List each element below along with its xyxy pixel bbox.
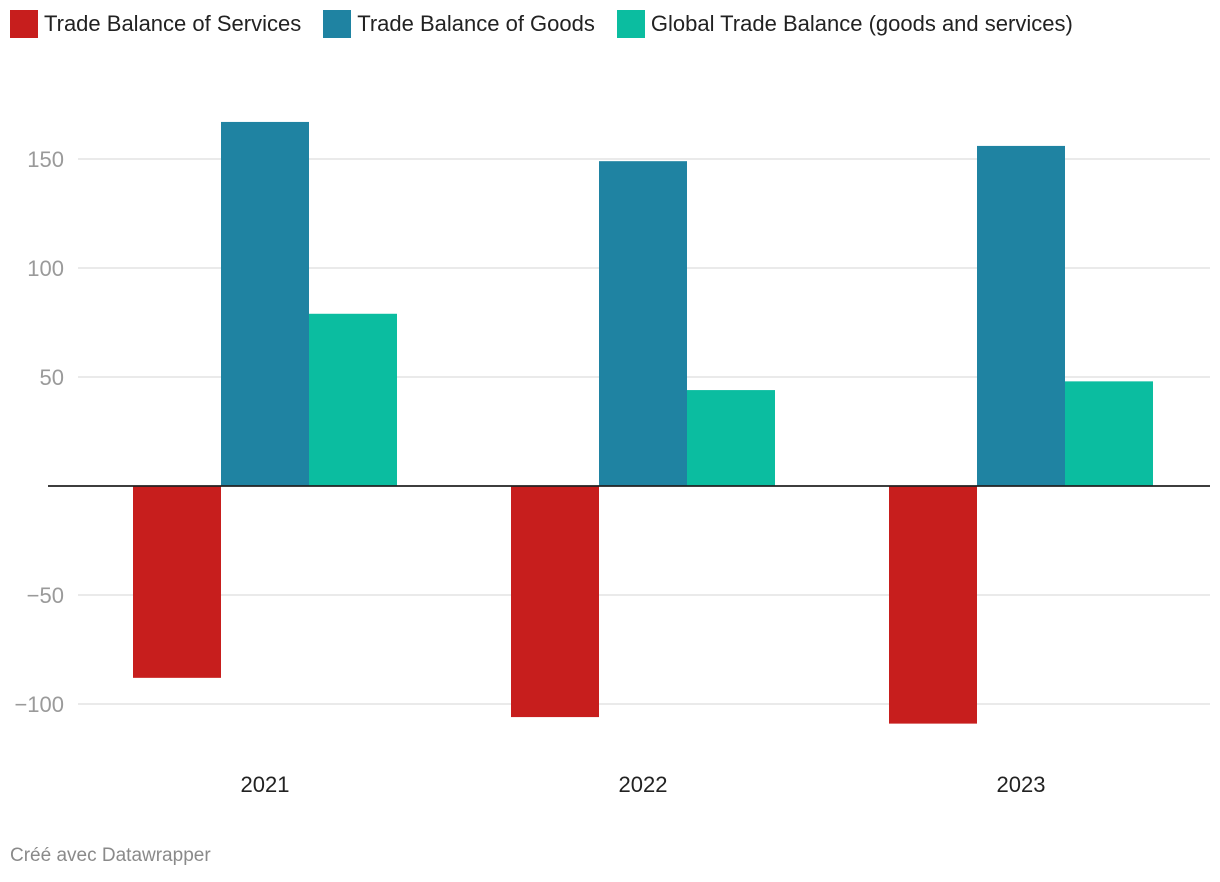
- legend-item-services: Trade Balance of Services: [10, 10, 301, 38]
- bar-trade-balance-of-goods-2022: [599, 161, 687, 486]
- legend-label-services: Trade Balance of Services: [44, 11, 302, 36]
- legend: Trade Balance of Services Trade Balance …: [10, 10, 1095, 38]
- y-tick-label: −100: [14, 692, 64, 717]
- footer-credit: Créé avec Datawrapper: [10, 845, 211, 866]
- x-tick-label: 2022: [619, 772, 668, 797]
- x-tick-label: 2021: [241, 772, 290, 797]
- legend-swatch-services: [10, 10, 38, 38]
- bar-trade-balance-of-services-2021: [133, 486, 221, 678]
- y-tick-label: 100: [27, 256, 64, 281]
- bar-trade-balance-of-services-2023: [889, 486, 977, 724]
- bar-trade-balance-of-goods-2021: [221, 121, 309, 486]
- x-tick-label: 2023: [997, 772, 1046, 797]
- bars: [133, 121, 1153, 724]
- bar-trade-balance-of-services-2022: [511, 486, 599, 718]
- y-tick-label: −50: [27, 583, 64, 608]
- bar-trade-balance-of-goods-2023: [977, 145, 1065, 487]
- bar-global-trade-balance-goods-and-services--2023: [1065, 381, 1153, 486]
- legend-item-global: Global Trade Balance (goods and services…: [616, 10, 1073, 38]
- legend-label-goods: Trade Balance of Goods: [357, 11, 595, 36]
- y-tick-label: 150: [27, 147, 64, 172]
- y-tick-label: 50: [40, 365, 64, 390]
- legend-label-global: Global Trade Balance (goods and services…: [650, 11, 1073, 36]
- legend-swatch-global: [616, 10, 645, 38]
- bar-global-trade-balance-goods-and-services--2021: [309, 313, 397, 486]
- bar-global-trade-balance-goods-and-services--2022: [687, 390, 775, 486]
- axes: 150 100 50 −50 −100 2021 2022 2023: [14, 147, 1210, 797]
- legend-item-goods: Trade Balance of Goods: [323, 10, 595, 38]
- legend-swatch-goods: [323, 10, 352, 38]
